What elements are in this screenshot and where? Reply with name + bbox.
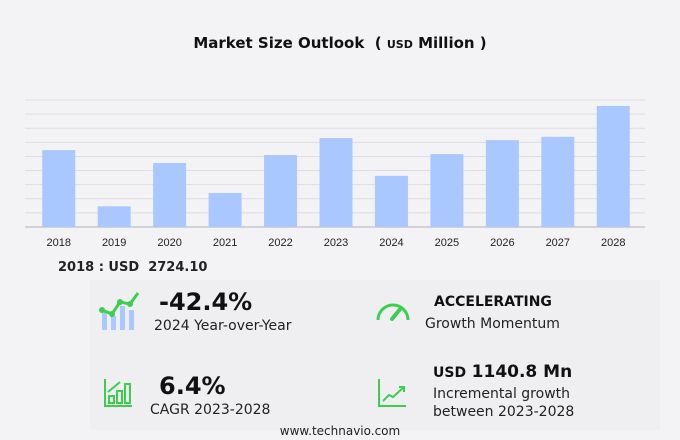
cagr-label: CAGR 2023-2028 (150, 402, 271, 418)
x-tick-label: 2018 (46, 237, 70, 249)
yoy-value: -42.4% (159, 288, 253, 316)
x-tick-label: 2026 (490, 237, 514, 249)
x-tick-label: 2027 (546, 237, 570, 249)
cagr-value: 6.4% (159, 372, 226, 400)
incremental-label-2: between 2023-2028 (433, 404, 575, 420)
chart-title: Market Size Outlook ( USD Million ) (193, 34, 487, 52)
x-tick-label: 2023 (324, 237, 348, 249)
incremental-value: USD 1140.8 Mn (433, 362, 573, 382)
x-tick-label: 2019 (102, 237, 126, 249)
bar-growth-icon (104, 379, 132, 407)
bar-2023 (319, 138, 353, 227)
bar-2025 (430, 154, 464, 227)
unit-prefix: USD (386, 38, 413, 51)
bar-chart: 2018 2019 2020 2021 2022 2023 2024 2025 2026 2027… (25, 99, 645, 249)
bar-2022 (264, 155, 298, 227)
bar-2020 (153, 163, 187, 227)
bar-2018 (42, 150, 76, 227)
bar-2028 (596, 105, 630, 227)
x-tick-label: 2028 (601, 237, 625, 249)
bar-2026 (485, 140, 519, 227)
x-tick-label: 2020 (157, 237, 181, 249)
incremental-label-1: Incremental growth (433, 386, 571, 402)
trend-line-icon (378, 379, 406, 407)
unit: Million (418, 34, 475, 52)
kpi-panel (90, 280, 660, 430)
yoy-label: 2024 Year-over-Year (154, 318, 292, 334)
title-text: Market Size Outlook (193, 34, 365, 52)
bar-2027 (541, 136, 575, 227)
momentum-value: ACCELERATING (434, 294, 552, 310)
x-tick-label: 2022 (268, 237, 292, 249)
footer-url[interactable]: www.technavio.com (279, 424, 401, 438)
momentum-label: Growth Momentum (425, 316, 560, 332)
base-year-value: 2018 : USD 2724.10 (58, 260, 208, 275)
x-tick-label: 2024 (379, 237, 403, 249)
bar-2021 (208, 193, 242, 227)
growth-chart-icon (99, 292, 140, 330)
speedometer-icon (376, 303, 410, 321)
bar-2024 (374, 175, 408, 227)
bar-2019 (97, 206, 131, 227)
x-tick-label: 2021 (213, 237, 237, 249)
x-tick-label: 2025 (435, 237, 459, 249)
